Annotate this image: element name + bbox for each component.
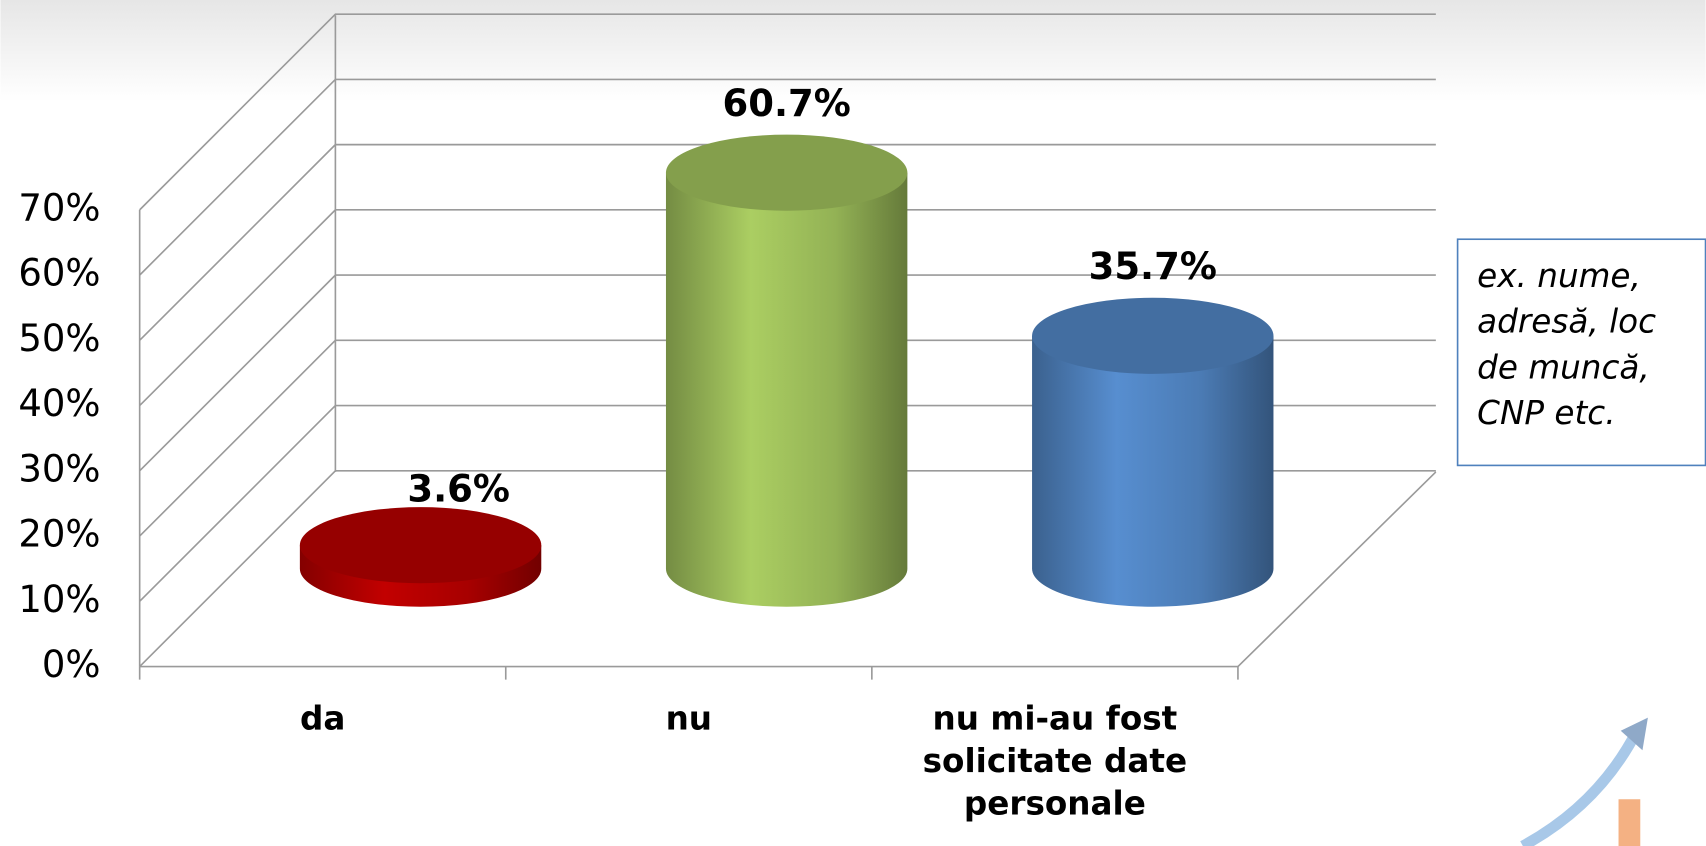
grid-line <box>139 78 1436 276</box>
value-label: 3.6% <box>407 467 510 510</box>
y-tick-label: 0% <box>42 643 101 686</box>
y-tick-label: 70% <box>18 186 100 229</box>
x-label-holder: da <box>300 700 346 739</box>
y-tick-label: 10% <box>18 578 100 621</box>
grid-line <box>139 274 1436 472</box>
cylinder-top <box>665 134 908 211</box>
cylinder-top <box>1032 297 1274 374</box>
logo <box>1520 717 1648 846</box>
value-label: 35.7% <box>1089 245 1217 288</box>
y-tick-label: 40% <box>18 382 100 425</box>
y-tick-label: 60% <box>18 252 100 295</box>
x-tick-label: nu <box>665 700 713 739</box>
annotation-holder: ex. nume, adresă, loc de muncă, CNP etc. <box>1477 257 1657 433</box>
x-label-holder: nu <box>665 700 713 739</box>
grid-line <box>139 143 1436 341</box>
y-tick-label: 30% <box>18 447 100 490</box>
grid-line <box>139 209 1436 407</box>
cylinder-top <box>299 507 542 584</box>
cylinder-body <box>665 172 908 607</box>
x-label-holder: nu mi-au fost solicitate date personale <box>922 700 1188 824</box>
x-tick-label: da <box>300 700 346 739</box>
annotation-box <box>1456 238 1706 467</box>
grid-line <box>139 13 1436 211</box>
y-tick-label: 20% <box>18 513 100 556</box>
y-tick-label: 50% <box>18 317 100 360</box>
x-tick-label: nu mi-au fost solicitate date personale <box>922 700 1188 824</box>
value-label: 60.7% <box>723 82 851 125</box>
cylinder-body <box>1032 335 1274 607</box>
annotation: ex. nume, adresă, loc de muncă, CNP etc. <box>1477 257 1657 433</box>
